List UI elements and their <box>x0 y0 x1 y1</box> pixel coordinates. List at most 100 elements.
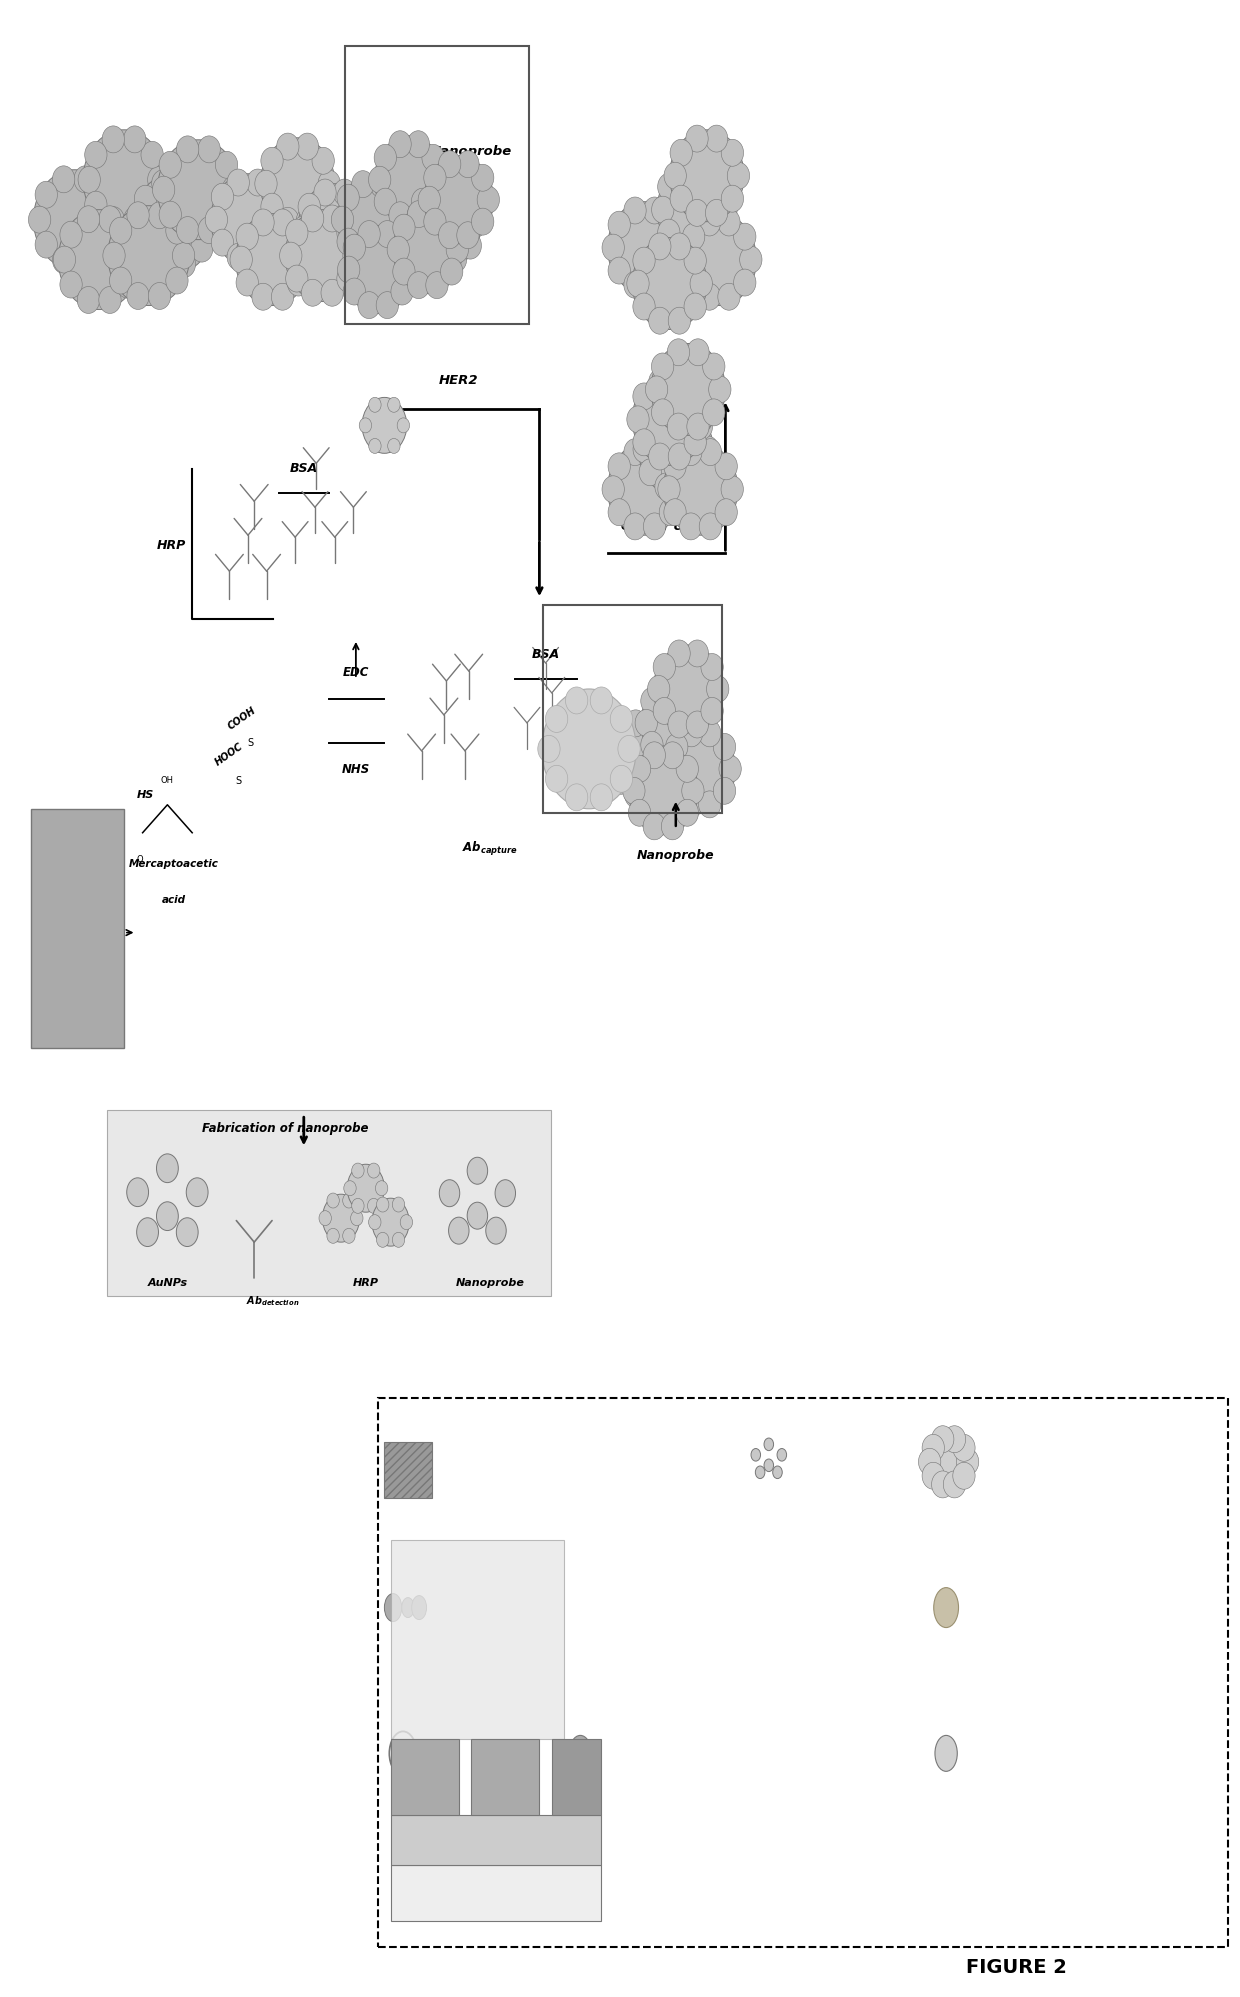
Ellipse shape <box>376 292 398 320</box>
Ellipse shape <box>374 188 397 216</box>
Ellipse shape <box>722 186 744 212</box>
FancyBboxPatch shape <box>384 1442 432 1498</box>
Ellipse shape <box>151 250 174 278</box>
Ellipse shape <box>343 226 413 314</box>
Ellipse shape <box>327 1228 340 1244</box>
Text: Source: Source <box>491 1773 518 1781</box>
Ellipse shape <box>191 186 213 212</box>
Text: Fabrication of nanoprobe: Fabrication of nanoprobe <box>202 1122 368 1134</box>
Ellipse shape <box>370 170 392 198</box>
Ellipse shape <box>952 1462 975 1490</box>
Ellipse shape <box>698 791 720 819</box>
Ellipse shape <box>166 268 188 294</box>
Ellipse shape <box>83 130 165 230</box>
Ellipse shape <box>456 150 479 178</box>
Ellipse shape <box>133 174 215 274</box>
Circle shape <box>402 1598 414 1618</box>
Ellipse shape <box>157 140 239 240</box>
Ellipse shape <box>444 174 466 202</box>
Ellipse shape <box>684 294 707 320</box>
Ellipse shape <box>675 473 697 499</box>
Ellipse shape <box>748 1733 760 1747</box>
Text: BSA: BSA <box>532 647 559 661</box>
Ellipse shape <box>360 417 372 433</box>
Ellipse shape <box>277 134 299 160</box>
Ellipse shape <box>84 192 107 218</box>
Ellipse shape <box>923 1434 945 1462</box>
Ellipse shape <box>337 220 360 246</box>
Ellipse shape <box>60 222 82 248</box>
Ellipse shape <box>407 130 429 158</box>
Ellipse shape <box>703 353 725 379</box>
Ellipse shape <box>272 210 294 236</box>
Ellipse shape <box>663 443 738 535</box>
Ellipse shape <box>639 403 713 495</box>
Ellipse shape <box>666 725 735 813</box>
Ellipse shape <box>608 258 630 284</box>
Ellipse shape <box>641 731 663 759</box>
Ellipse shape <box>720 475 743 503</box>
Ellipse shape <box>477 186 500 214</box>
Ellipse shape <box>337 184 360 212</box>
Ellipse shape <box>676 799 698 827</box>
Ellipse shape <box>312 194 335 220</box>
Ellipse shape <box>653 645 723 733</box>
Text: OH: OH <box>161 775 174 785</box>
Ellipse shape <box>376 220 398 248</box>
Ellipse shape <box>337 176 407 264</box>
Ellipse shape <box>388 397 401 411</box>
Ellipse shape <box>372 1198 409 1246</box>
Text: Ab$_{\mathregular{capture}}$: Ab$_{\mathregular{capture}}$ <box>461 839 518 859</box>
Ellipse shape <box>117 222 139 248</box>
Ellipse shape <box>352 1162 365 1178</box>
Ellipse shape <box>713 733 735 761</box>
Ellipse shape <box>99 206 122 234</box>
Ellipse shape <box>668 711 691 739</box>
Ellipse shape <box>301 206 324 232</box>
Ellipse shape <box>583 1436 595 1452</box>
Ellipse shape <box>285 220 308 246</box>
Ellipse shape <box>734 224 756 250</box>
Ellipse shape <box>661 741 683 769</box>
Ellipse shape <box>603 234 624 262</box>
Ellipse shape <box>952 1434 975 1462</box>
Ellipse shape <box>424 164 446 192</box>
Ellipse shape <box>211 174 285 266</box>
Ellipse shape <box>467 1202 487 1228</box>
Ellipse shape <box>660 499 682 525</box>
Ellipse shape <box>629 747 698 835</box>
Ellipse shape <box>641 687 663 715</box>
Ellipse shape <box>684 383 707 409</box>
Ellipse shape <box>247 170 269 196</box>
Ellipse shape <box>608 499 630 525</box>
Circle shape <box>569 1735 591 1771</box>
Ellipse shape <box>141 192 164 218</box>
Ellipse shape <box>632 294 655 320</box>
Ellipse shape <box>608 212 630 238</box>
Ellipse shape <box>439 222 461 250</box>
Ellipse shape <box>296 134 319 160</box>
Ellipse shape <box>401 1214 413 1230</box>
Ellipse shape <box>439 1180 460 1206</box>
Ellipse shape <box>698 719 720 747</box>
Ellipse shape <box>337 228 360 256</box>
Ellipse shape <box>459 188 481 216</box>
Ellipse shape <box>35 232 57 258</box>
Ellipse shape <box>625 709 647 737</box>
Ellipse shape <box>682 270 704 296</box>
Ellipse shape <box>693 160 715 186</box>
Ellipse shape <box>604 745 626 773</box>
Text: Electron: Electron <box>610 1747 665 1759</box>
Ellipse shape <box>667 339 689 365</box>
Ellipse shape <box>642 781 665 809</box>
Ellipse shape <box>657 220 680 246</box>
Ellipse shape <box>440 214 463 242</box>
Ellipse shape <box>444 246 466 274</box>
Ellipse shape <box>624 513 646 539</box>
Ellipse shape <box>668 234 691 260</box>
Ellipse shape <box>714 196 737 224</box>
Ellipse shape <box>136 1218 159 1246</box>
Ellipse shape <box>560 1438 600 1486</box>
Ellipse shape <box>546 765 568 793</box>
Circle shape <box>412 1596 427 1620</box>
